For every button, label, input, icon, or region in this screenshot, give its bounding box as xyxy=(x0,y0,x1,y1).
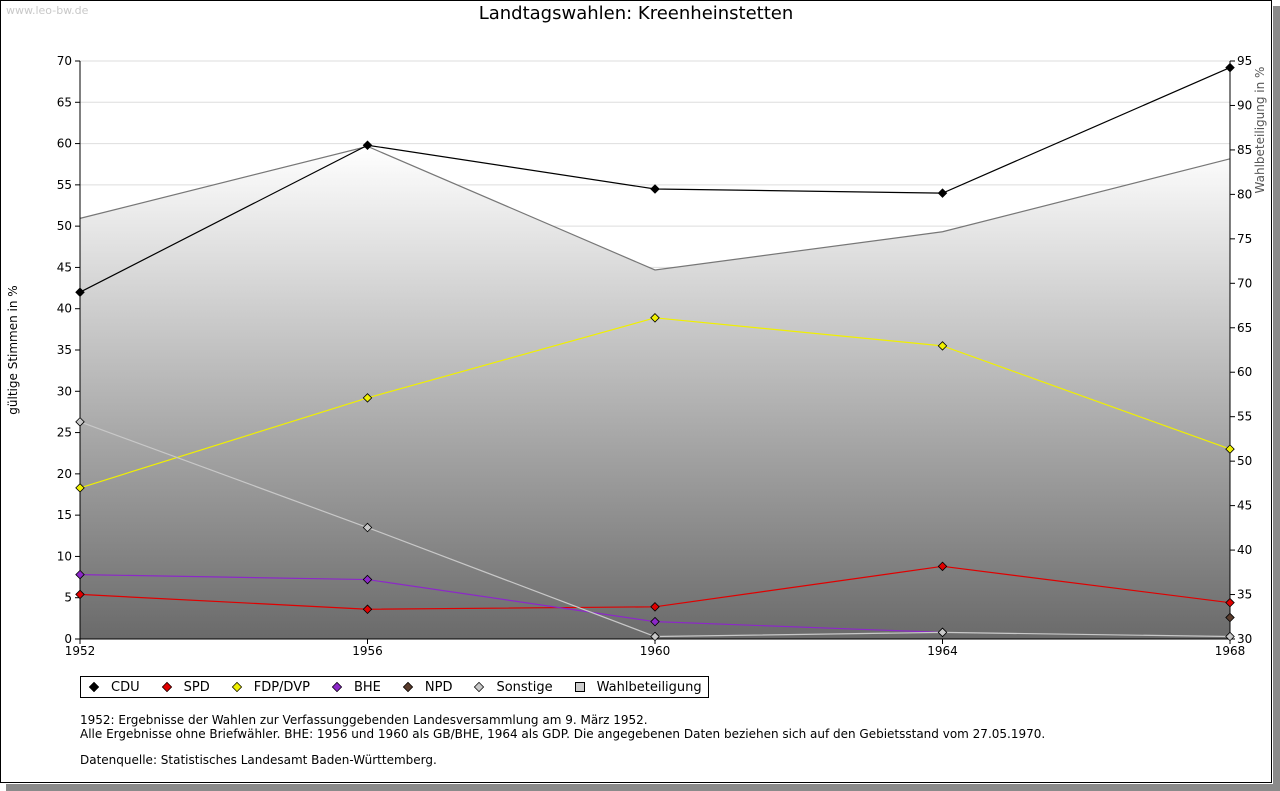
x-tick-label: 1956 xyxy=(352,644,383,658)
legend-label: CDU xyxy=(111,679,140,695)
legend-item: Sonstige xyxy=(474,679,553,695)
turnout-area-line xyxy=(79,145,1231,271)
y-tick-label-right: 65 xyxy=(1237,321,1252,335)
x-tick-label: 1960 xyxy=(640,644,671,658)
data-point-bhe xyxy=(75,569,85,580)
y-tick-label-left: 65 xyxy=(57,95,72,109)
chart-title: Landtagswahlen: Kreenheinstetten xyxy=(478,3,794,24)
y-tick-label-left: 0 xyxy=(64,632,72,646)
legend-marker xyxy=(331,681,343,693)
y-tick-label-right: 60 xyxy=(1237,365,1252,379)
legend-marker xyxy=(474,681,485,693)
legend-marker xyxy=(161,681,172,693)
data-point-cdu xyxy=(75,287,85,297)
y-axis-label-right: Wahlbeteiligung in % xyxy=(1253,67,1267,194)
data-point-fdpdvp xyxy=(75,483,85,493)
legend-label: FDP/DVP xyxy=(253,679,310,695)
turnout-area-fill xyxy=(80,146,1230,639)
y-tick-label-left: 50 xyxy=(57,219,72,233)
legend-marker xyxy=(88,681,100,693)
y-tick-label-right: 90 xyxy=(1237,98,1252,112)
data-point-sonstige xyxy=(937,627,948,638)
y-tick-label-right: 30 xyxy=(1237,632,1252,646)
legend-item: FDP/DVP xyxy=(231,679,310,695)
legend-item: CDU xyxy=(88,679,140,695)
data-point-fdpdvp xyxy=(650,313,660,323)
data-point-spd xyxy=(75,589,85,600)
data-point-spd xyxy=(362,604,373,615)
y-tick-label-left: 40 xyxy=(57,302,72,316)
y-tick-label-right: 50 xyxy=(1237,454,1252,468)
data-point-fdpdvp xyxy=(1225,444,1235,454)
data-point-cdu xyxy=(1225,62,1235,73)
y-tick-label-right: 75 xyxy=(1237,232,1252,246)
legend-item: Wahlbeteiligung xyxy=(574,679,702,695)
turnout-area xyxy=(79,145,1231,639)
y-tick-label-left: 20 xyxy=(57,467,72,481)
y-tick-label-right: 55 xyxy=(1237,410,1252,424)
series-line-bhe xyxy=(79,573,943,633)
x-tick-label: 1952 xyxy=(65,644,96,658)
y-axis-label-left: gültige Stimmen in % xyxy=(6,285,20,414)
y-tick-label-right: 95 xyxy=(1237,54,1252,68)
axes: 0 5 10 15 20 25 30 35 40 45 50 55 60 65 70 30 35 40 45 50 55… xyxy=(57,54,1253,658)
legend-marker xyxy=(231,681,242,693)
data-point-cdu xyxy=(362,140,373,150)
legend-label: SPD xyxy=(183,679,210,695)
y-tick-label-left: 10 xyxy=(57,549,72,563)
y-tick-label-left: 35 xyxy=(57,343,72,357)
data-point-spd xyxy=(650,602,660,612)
y-tick-label-right: 80 xyxy=(1237,187,1252,201)
footnote-1: 1952: Ergebnisse der Wahlen zur Verfassu… xyxy=(80,713,648,727)
x-tick-label: 1964 xyxy=(927,644,958,658)
data-point-sonstige xyxy=(650,631,660,642)
legend-marker xyxy=(574,682,585,692)
y-tick-label-left: 60 xyxy=(57,137,72,151)
y-tick-label-right: 45 xyxy=(1237,499,1252,513)
y-tick-label-left: 30 xyxy=(57,384,72,398)
data-point-fdpdvp xyxy=(937,341,948,351)
data-point-sonstige xyxy=(362,522,373,533)
data-point-fdpdvp xyxy=(362,393,373,403)
y-tick-label-right: 40 xyxy=(1237,543,1252,557)
y-tick-label-left: 5 xyxy=(64,591,72,605)
footnotes: 1952: Ergebnisse der Wahlen zur Verfassu… xyxy=(80,713,1045,741)
data-point-spd xyxy=(1225,597,1235,608)
x-tick-label: 1968 xyxy=(1215,644,1246,658)
data-point-bhe xyxy=(362,574,373,585)
frame-shadow-bottom xyxy=(6,784,1280,791)
data-point-cdu xyxy=(650,184,660,194)
legend: CDU SPD FDP/DVP BHE NPD Sonstige Wahlbeteiligu… xyxy=(80,676,709,698)
data-point-spd xyxy=(937,561,948,572)
data-source: Datenquelle: Statistisches Landesamt Bad… xyxy=(80,753,437,767)
footnote-2: Alle Ergebnisse ohne Briefwähler. BHE: 1… xyxy=(80,727,1046,741)
data-point-cdu xyxy=(937,188,948,198)
data-point-sonstige xyxy=(75,417,85,427)
frame-shadow-right xyxy=(1273,6,1280,789)
y-tick-label-left: 55 xyxy=(57,178,72,192)
data-point-bhe xyxy=(650,616,660,627)
watermark: www.leo-bw.de xyxy=(6,4,89,17)
y-tick-label-left: 15 xyxy=(57,508,72,522)
legend-label: Wahlbeteiligung xyxy=(596,679,702,695)
y-tick-label-right: 85 xyxy=(1237,143,1252,157)
axis-labels: gültige Stimmen in % Wahlbeteiligung in … xyxy=(6,67,1267,415)
legend-item: BHE xyxy=(331,679,381,695)
legend-label: NPD xyxy=(424,679,453,695)
legend-label: Sonstige xyxy=(496,679,553,695)
series-lines xyxy=(75,62,1235,642)
data-point-npd xyxy=(1225,612,1235,623)
legend-item: NPD xyxy=(402,679,453,695)
legend-label: BHE xyxy=(353,679,381,695)
data-point-sonstige xyxy=(1225,631,1235,642)
y-tick-label-right: 35 xyxy=(1237,588,1252,602)
y-tick-label-left: 25 xyxy=(57,426,72,440)
legend-marker xyxy=(402,681,413,693)
y-tick-label-left: 45 xyxy=(57,260,72,274)
y-tick-label-right: 70 xyxy=(1237,276,1252,290)
y-tick-label-left: 70 xyxy=(57,54,72,68)
legend-item: SPD xyxy=(161,679,210,695)
